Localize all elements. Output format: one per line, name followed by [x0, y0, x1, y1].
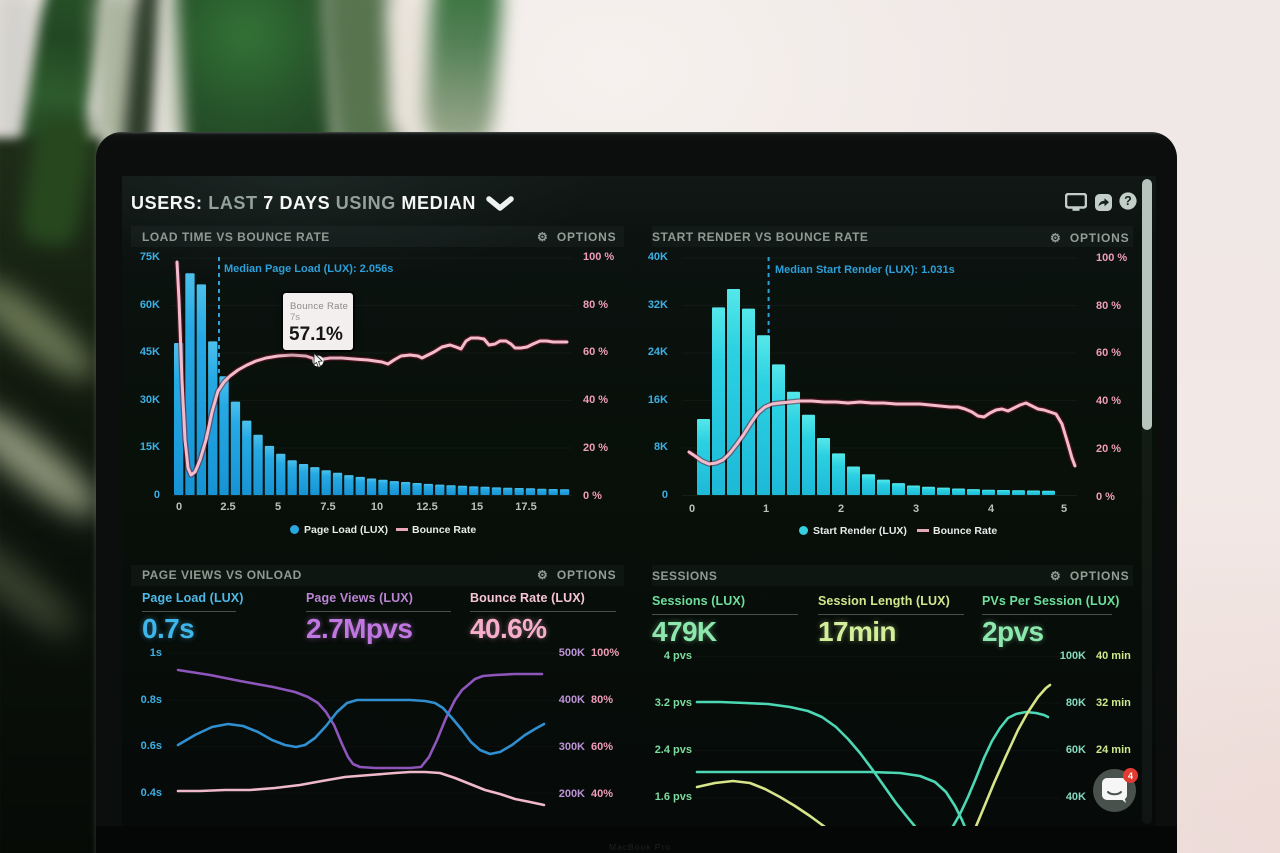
svg-text:?: ?	[1124, 194, 1132, 208]
